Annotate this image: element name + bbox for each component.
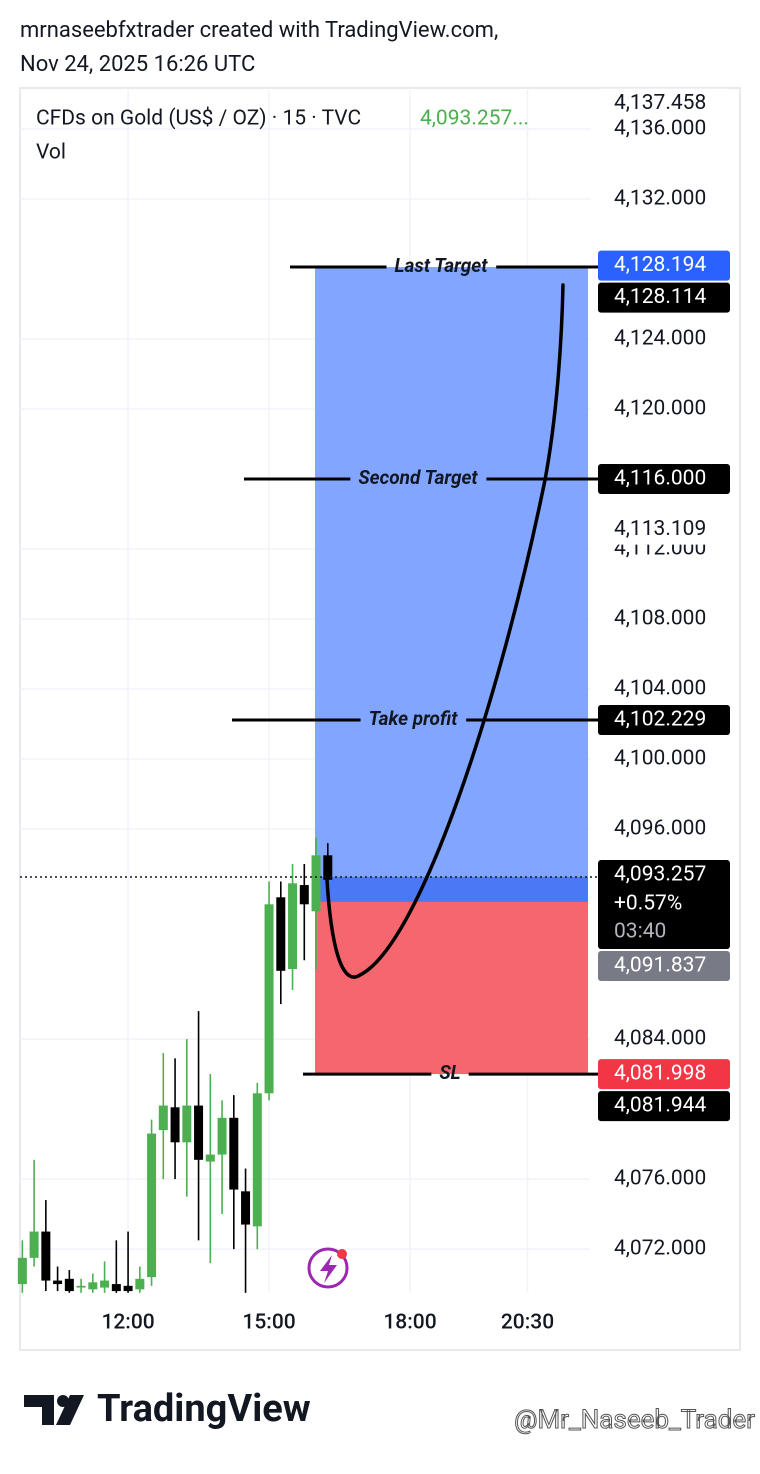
candle-body — [182, 1105, 192, 1143]
stop-zone — [315, 901, 588, 1075]
candle-body — [217, 1117, 227, 1155]
price-label-box — [598, 951, 730, 982]
y-tick-label: 4,100.000 — [614, 747, 706, 771]
price-label-box — [598, 88, 730, 119]
price-label: 4,137.458 — [614, 91, 706, 115]
candle-body — [194, 1105, 204, 1160]
price-label: 4,113.109 — [614, 517, 706, 541]
candle-body — [64, 1278, 74, 1292]
countdown: 03:40 — [614, 920, 666, 944]
y-tick-label: 4,084.000 — [614, 1027, 706, 1051]
candle-body — [276, 897, 286, 971]
symbol: CFDs on Gold (US$ / OZ) · 15 · TVC — [36, 107, 361, 131]
price-label: 4,102.229 — [614, 708, 706, 732]
candle-body — [88, 1282, 98, 1290]
x-tick-label: 15:00 — [242, 1311, 295, 1335]
price-label-box — [598, 860, 730, 950]
watermark: @Mr_Naseeb_Trader — [514, 1405, 755, 1435]
candle-body — [111, 1284, 121, 1292]
y-tick-label: 4,104.000 — [614, 677, 706, 701]
candle-body — [76, 1285, 86, 1288]
price-label-box — [598, 514, 730, 545]
y-tick-label: 4,136.000 — [614, 117, 706, 141]
volume-label: Vol — [36, 141, 66, 165]
candle-body — [252, 1093, 262, 1227]
candle-body — [123, 1285, 133, 1292]
candle-body — [17, 1257, 27, 1285]
candle-body — [229, 1117, 239, 1190]
price-label-box — [598, 282, 730, 313]
candle-body — [53, 1280, 63, 1285]
candle-body — [158, 1105, 168, 1131]
candle-body — [135, 1278, 145, 1290]
candle-body — [241, 1191, 251, 1225]
candle-body — [170, 1107, 180, 1143]
price-label: 4,081.944 — [614, 1094, 706, 1118]
price-label: 4,093.257 — [614, 863, 706, 887]
x-tick-label: 12:00 — [101, 1311, 154, 1335]
x-tick-label: 18:00 — [383, 1311, 436, 1335]
price-label: 4,128.114 — [614, 285, 706, 309]
candle-body — [100, 1280, 110, 1288]
x-tick-label: 20:30 — [501, 1311, 554, 1335]
annotation-label: Take profit — [369, 707, 459, 730]
price-label: 4,116.000 — [614, 467, 706, 491]
y-tick-label: 4,108.000 — [614, 607, 706, 631]
candle-body — [29, 1231, 39, 1258]
candle-body — [264, 904, 274, 1094]
annotation-label: Last Target — [395, 254, 489, 277]
candle-body — [323, 855, 333, 880]
chart-frame — [19, 87, 741, 1351]
target-zone — [315, 267, 588, 902]
price-label: 4,091.837 — [614, 954, 706, 978]
candle-body — [41, 1231, 51, 1281]
candle-body — [147, 1133, 157, 1278]
price-label-box — [598, 1059, 730, 1090]
tradingview-logo — [24, 1395, 84, 1425]
y-tick-label: 4,132.000 — [614, 187, 706, 211]
candle-body — [299, 885, 309, 905]
y-tick-label: 4,096.000 — [614, 817, 706, 841]
annotation-label: SL — [439, 1061, 460, 1084]
price-label-box — [598, 705, 730, 736]
author-line: mrnaseebfxtrader created with TradingVie… — [20, 18, 498, 43]
y-tick-label: 4,120.000 — [614, 397, 706, 421]
brand: TradingView — [97, 1387, 311, 1431]
price-label-box — [598, 1091, 730, 1122]
y-tick-label: 4,076.000 — [614, 1167, 706, 1191]
lightning-icon — [307, 1247, 349, 1289]
price-change: +0.57% — [614, 892, 682, 916]
profit-zone — [315, 877, 588, 902]
date-line: Nov 24, 2025 16:26 UTC — [20, 52, 255, 77]
price-label: 4,081.998 — [614, 1062, 706, 1086]
candle-body — [205, 1154, 215, 1162]
y-tick-label: 4,124.000 — [614, 327, 706, 351]
last-price: 4,093.257... — [420, 107, 529, 131]
drawn-curve — [325, 283, 565, 979]
candle-body — [288, 883, 298, 970]
price-label-box — [598, 464, 730, 495]
price-label: 4,128.194 — [614, 253, 706, 277]
plot: Last Target Second Target Take profit SL — [17, 90, 598, 1293]
annotation-label: Second Target — [358, 466, 478, 489]
price-label-box — [598, 250, 730, 281]
candle-body — [311, 855, 321, 912]
y-tick-label: 4,072.000 — [614, 1237, 706, 1261]
